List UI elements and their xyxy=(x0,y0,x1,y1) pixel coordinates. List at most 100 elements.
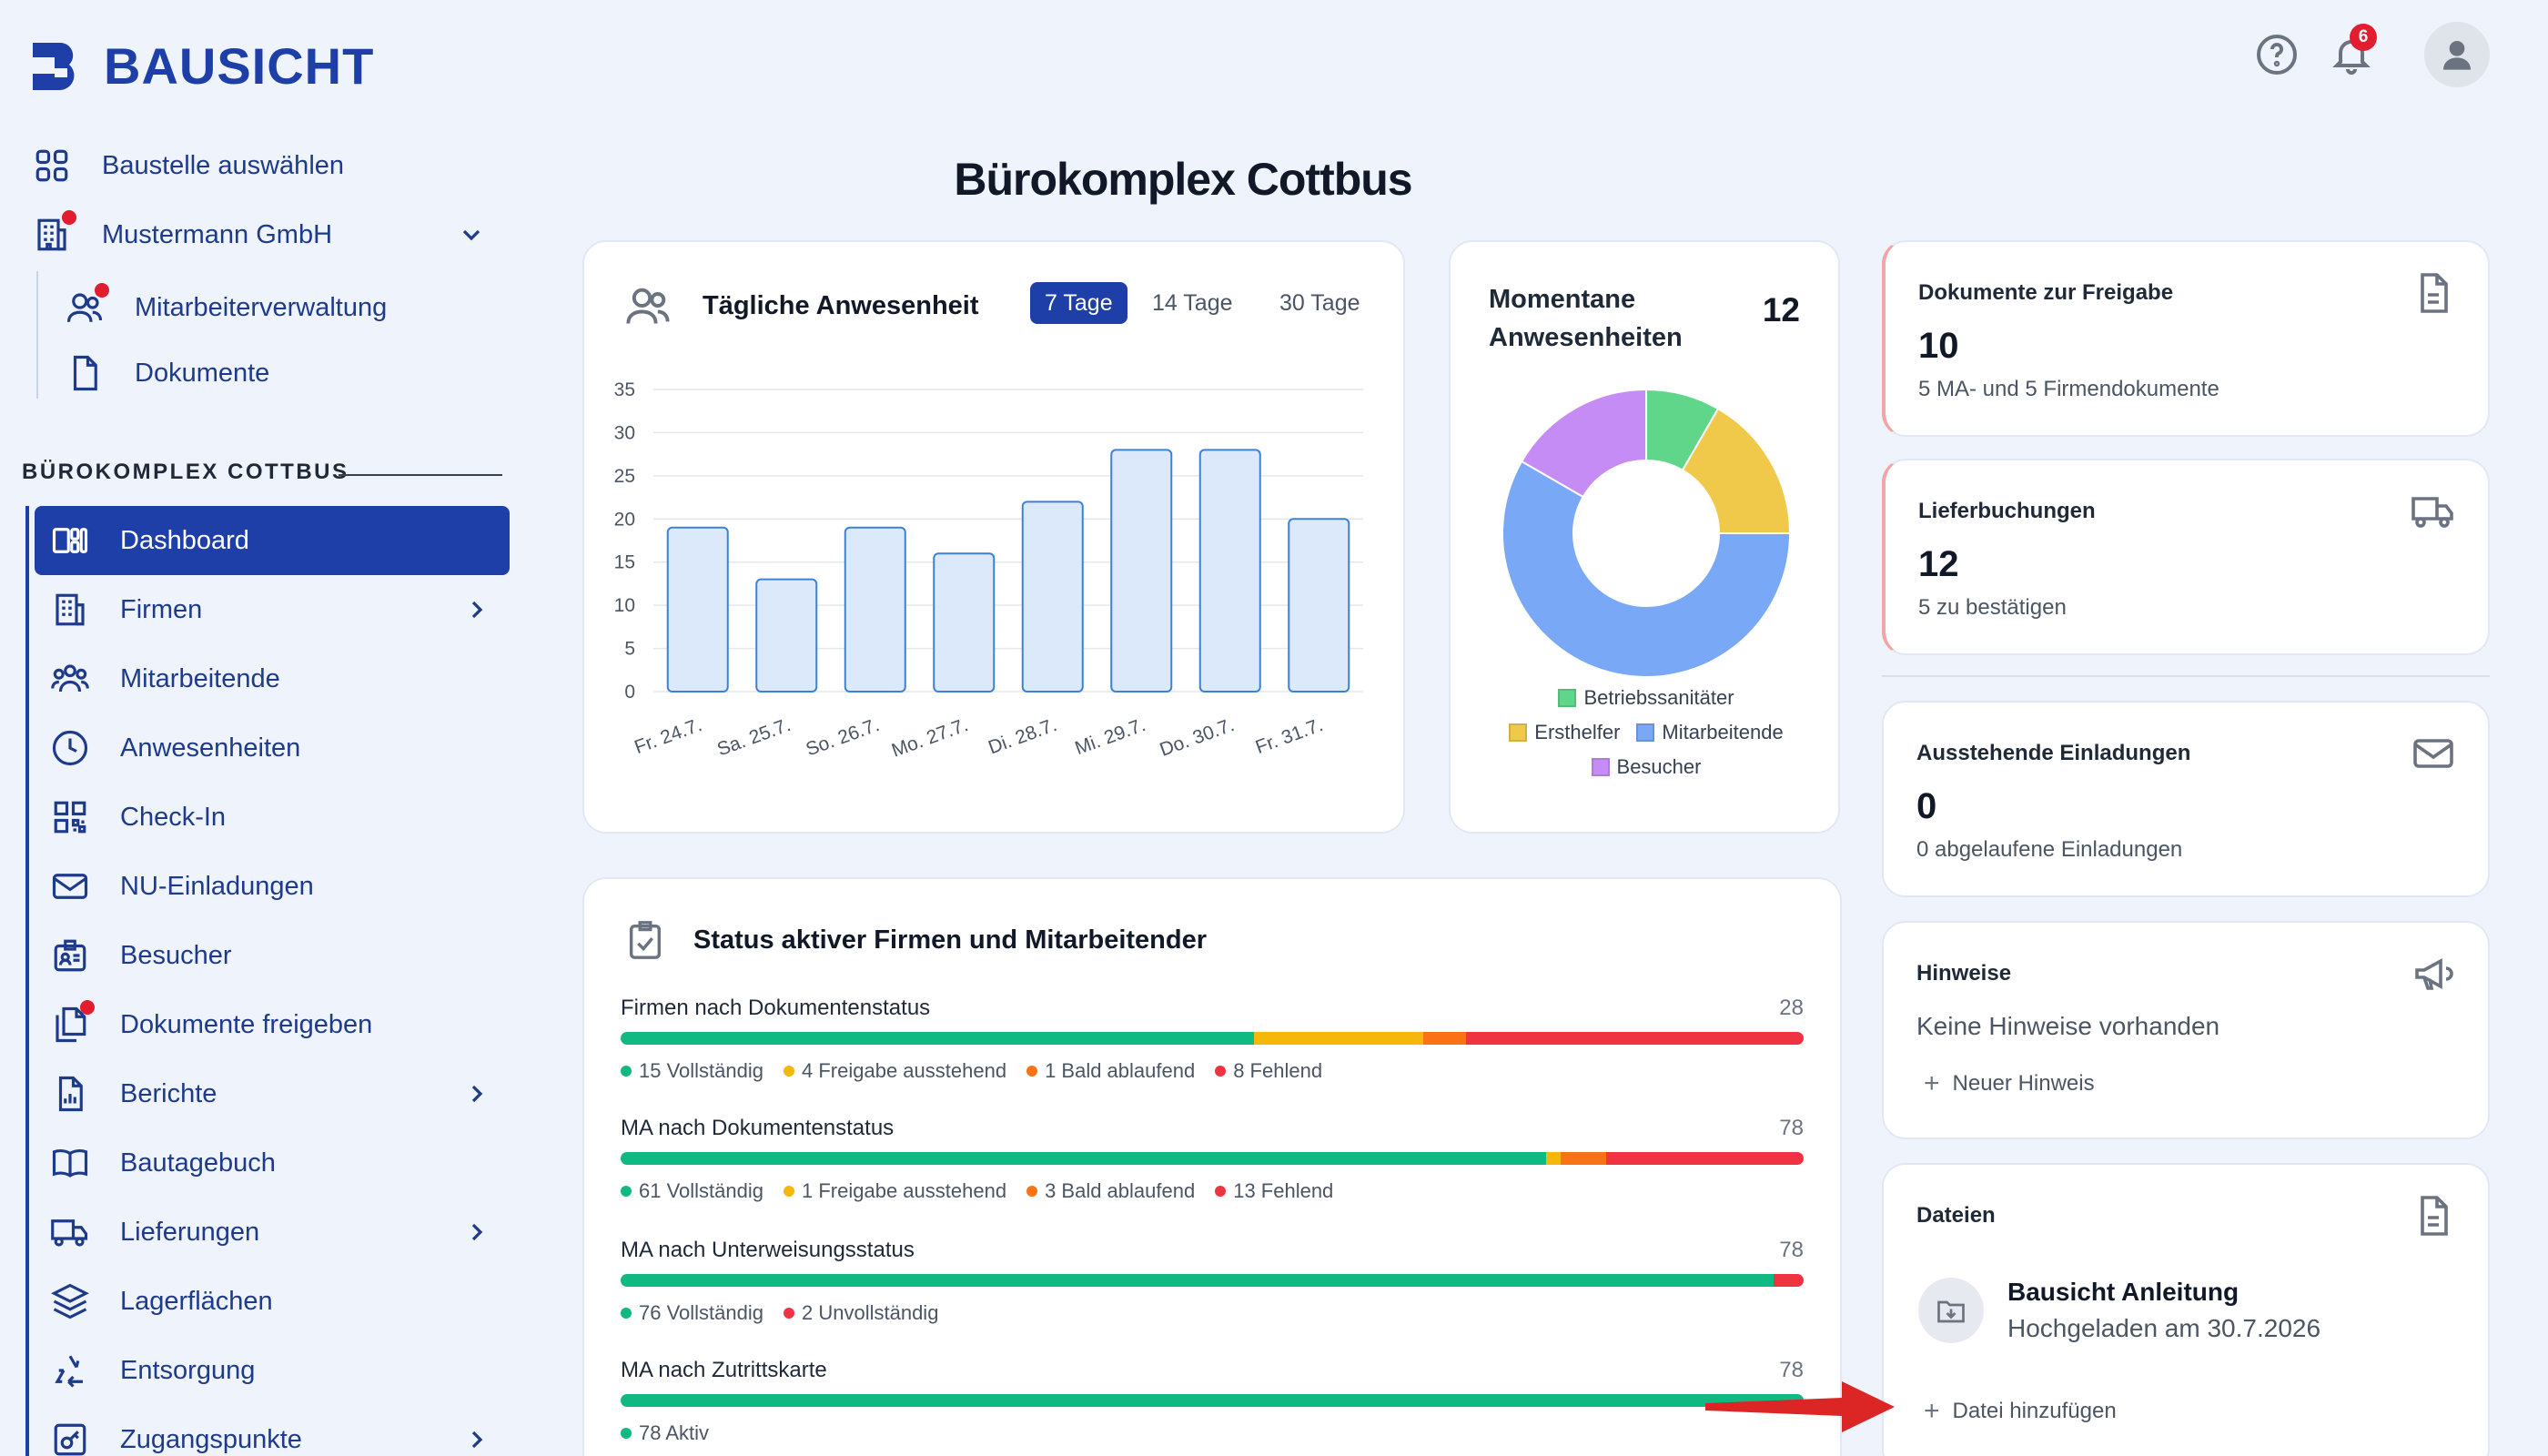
mail-icon xyxy=(2412,732,2455,775)
right-column-divider xyxy=(1882,675,2490,677)
pending-invites-card[interactable]: Ausstehende Einladungen 0 0 abgelaufene … xyxy=(1882,701,2490,897)
nav-disposal[interactable]: Entsorgung xyxy=(35,1336,510,1405)
chevron-right-icon[interactable] xyxy=(462,1425,491,1454)
nav-approve-documents[interactable]: Dokumente freigeben xyxy=(35,990,510,1059)
documents-label: Dokumente xyxy=(135,358,270,388)
status-row: MA nach Dokumentenstatus 78 61 Vollständig… xyxy=(621,1116,1804,1202)
attendance-bar xyxy=(1110,449,1173,693)
app-logo[interactable]: BAUSICHT xyxy=(27,36,374,96)
help-button[interactable] xyxy=(2250,27,2304,82)
notification-count: 6 xyxy=(2350,24,2377,51)
nav-rail xyxy=(25,506,29,1456)
nav-access-points[interactable]: Zugangspunkte xyxy=(35,1405,510,1456)
add-note-button[interactable]: + Neuer Hinweis xyxy=(1924,1068,2095,1099)
status-legend-item: 15 Vollständig xyxy=(621,1059,763,1083)
plus-icon: + xyxy=(1924,1396,1940,1426)
staff-alert-dot xyxy=(95,283,109,298)
book-icon xyxy=(49,1142,91,1184)
status-legend-item: 1 Freigabe ausstehend xyxy=(784,1179,1006,1203)
nav-site-diary[interactable]: Bautagebuch xyxy=(35,1128,510,1198)
nav-check-in-label: Check-In xyxy=(120,802,227,832)
deliveries-card[interactable]: Lieferbuchungen 12 5 zu bestätigen xyxy=(1882,459,2490,655)
range-7-days[interactable]: 7 Tage xyxy=(1030,282,1127,324)
file-item[interactable]: Bausicht Anleitung Hochgeladen am 30.7.2… xyxy=(1918,1278,2320,1343)
chevron-right-icon[interactable] xyxy=(462,1079,491,1108)
sidebar-item-staff-management[interactable]: Mitarbeiterverwaltung xyxy=(64,273,500,342)
notifications-button[interactable]: 6 xyxy=(2324,24,2379,82)
legend-paramedic: Betriebssanitäter xyxy=(1558,686,1734,710)
status-row-label: MA nach Zutrittskarte xyxy=(621,1358,827,1382)
company-selector[interactable]: Mustermann GmbH xyxy=(31,200,504,269)
legend-label: Besucher xyxy=(1616,755,1702,778)
status-row-label: MA nach Unterweisungsstatus xyxy=(621,1238,915,1262)
status-legend-item: 78 Aktiv xyxy=(621,1421,709,1445)
status-dot xyxy=(621,1308,632,1319)
staff-management-label: Mitarbeiterverwaltung xyxy=(135,292,388,322)
status-bar-segment xyxy=(621,1152,1546,1165)
x-tick-label: Sa. 25.7. xyxy=(714,714,794,760)
chevron-right-icon[interactable] xyxy=(462,595,491,624)
status-legend-item: 13 Fehlend xyxy=(1215,1179,1333,1203)
status-progress-bar xyxy=(621,1274,1804,1287)
legend-row-2: Ersthelfer Mitarbeitende xyxy=(1451,721,1842,744)
status-row-label: MA nach Dokumentenstatus xyxy=(621,1116,895,1140)
status-legend-item: 4 Freigabe ausstehend xyxy=(784,1059,1006,1083)
nav-check-in[interactable]: Check-In xyxy=(35,783,510,852)
page-title: Bürokomplex Cottbus xyxy=(582,153,2493,206)
nav-reports[interactable]: Berichte xyxy=(35,1059,510,1128)
add-file-label: Datei hinzufügen xyxy=(1952,1399,2117,1423)
legend-swatch xyxy=(1636,723,1655,742)
status-bar-segment xyxy=(621,1394,1804,1407)
attendance-bar-chart: 0 5 10 15 20 25 30 35 Fr. 24.7. Sa. 25.7. So. 26.7… xyxy=(614,379,1363,762)
docs-card-value: 10 xyxy=(1918,326,1959,366)
qr-code-icon xyxy=(49,796,91,838)
add-file-button[interactable]: + Datei hinzufügen xyxy=(1924,1396,2117,1427)
chevron-down-icon[interactable] xyxy=(457,220,486,249)
nav-dashboard[interactable]: Dashboard xyxy=(35,506,510,575)
attendance-bar xyxy=(844,526,906,693)
nav-access-points-label: Zugangspunkte xyxy=(120,1424,302,1454)
files-card: Dateien Bausicht Anleitung Hochgeladen a… xyxy=(1882,1163,2490,1456)
status-bar-segment xyxy=(1545,1152,1562,1165)
sidebar-item-documents[interactable]: Dokumente xyxy=(64,339,500,408)
company-alert-dot xyxy=(62,210,76,225)
user-avatar[interactable] xyxy=(2424,22,2490,87)
nav-employees[interactable]: Mitarbeitende xyxy=(35,644,510,713)
grid-icon xyxy=(31,145,73,187)
legend-row-1: Betriebssanitäter xyxy=(1451,686,1842,710)
megaphone-icon xyxy=(2412,952,2455,996)
status-progress-bar xyxy=(621,1032,1804,1045)
y-tick-label: 20 xyxy=(614,509,635,530)
y-tick-label: 15 xyxy=(614,552,635,573)
nav-subcontractor-invites[interactable]: NU-Einladungen xyxy=(35,852,510,921)
legend-swatch xyxy=(1509,723,1528,742)
id-badge-icon xyxy=(49,935,91,976)
status-row: MA nach Zutrittskarte 78 78 Aktiv xyxy=(621,1358,1804,1444)
nav-approve-documents-label: Dokumente freigeben xyxy=(120,1009,373,1039)
nav-visitors[interactable]: Besucher xyxy=(35,921,510,990)
range-14-days[interactable]: 14 Tage xyxy=(1152,289,1233,316)
nav-storage-areas[interactable]: Lagerflächen xyxy=(35,1267,510,1336)
app-name: BAUSICHT xyxy=(104,37,375,95)
x-tick-label: Mo. 27.7. xyxy=(889,714,971,762)
file-download-icon xyxy=(1918,1278,1984,1343)
range-30-days[interactable]: 30 Tage xyxy=(1279,289,1360,316)
docs-card-title: Dokumente zur Freigabe xyxy=(1918,280,2174,305)
nav-companies[interactable]: Firmen xyxy=(35,575,510,644)
status-row-count: 28 xyxy=(1779,996,1804,1020)
status-bar-segment xyxy=(621,1274,1774,1287)
chevron-right-icon[interactable] xyxy=(462,1218,491,1247)
deliveries-card-value: 12 xyxy=(1918,544,1959,584)
clipboard-check-icon xyxy=(629,921,662,959)
nav-deliveries[interactable]: Lieferungen xyxy=(35,1198,510,1267)
select-site-link[interactable]: Baustelle auswählen xyxy=(31,131,504,200)
nav-attendance[interactable]: Anwesenheiten xyxy=(35,713,510,783)
status-dot xyxy=(784,1308,794,1319)
documents-approval-card[interactable]: Dokumente zur Freigabe 10 5 MA- und 5 Fi… xyxy=(1882,240,2490,437)
nav-visitors-label: Besucher xyxy=(120,940,232,970)
invites-card-value: 0 xyxy=(1916,786,1937,826)
status-dot xyxy=(784,1186,794,1197)
notes-card-title: Hinweise xyxy=(1916,961,2012,986)
file-date: Hochgeladen am 30.7.2026 xyxy=(2007,1314,2321,1342)
users-icon xyxy=(64,283,109,329)
